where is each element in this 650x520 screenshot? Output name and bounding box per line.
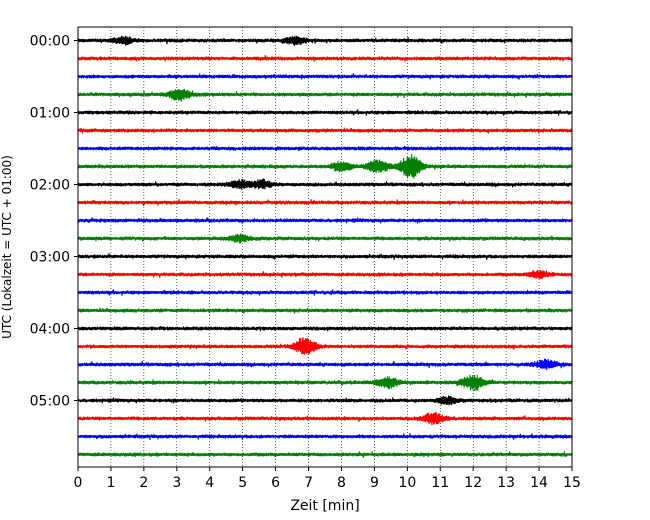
grid-lines (110, 27, 540, 467)
trace-0215 (77, 198, 573, 206)
x-axis: 0 1 2 3 4 5 6 7 8 9 10 11 12 13 14 15 (74, 467, 581, 491)
trace-0130 (77, 145, 573, 152)
plot-frame (77, 26, 573, 468)
x-tick-label: 15 (563, 475, 581, 491)
trace-0145 (77, 154, 573, 179)
trace-0345 (77, 307, 573, 314)
trace-0315 (77, 269, 573, 280)
trace-0030 (77, 73, 573, 80)
x-tick-label: 14 (530, 475, 548, 491)
x-axis-label: Zeit [min] (290, 498, 359, 514)
x-tick-label: 9 (370, 475, 379, 491)
trace-0230 (77, 217, 573, 224)
x-tick-label: 8 (337, 475, 346, 491)
x-tick-label: 5 (238, 475, 247, 491)
y-tick-label: 01:00 (30, 106, 70, 122)
trace-0000 (77, 35, 573, 47)
trace-0530 (77, 433, 573, 440)
trace-0100 (77, 109, 573, 116)
y-tick-label: 04:00 (30, 322, 70, 338)
y-tick-label: 02:00 (30, 178, 70, 194)
y-tick-label: 05:00 (30, 394, 70, 410)
trace-group (77, 35, 573, 458)
x-tick-label: 3 (172, 475, 181, 491)
x-tick-label: 2 (139, 475, 148, 491)
trace-0430 (77, 358, 573, 371)
x-tick-label: 6 (271, 475, 280, 491)
trace-0015 (77, 55, 573, 62)
plot-area-background (78, 27, 572, 467)
trace-0400 (77, 325, 573, 332)
x-tick-label: 1 (106, 475, 115, 491)
x-tick-label: 4 (205, 475, 214, 491)
trace-0515 (77, 411, 573, 426)
x-tick-label: 11 (431, 475, 449, 491)
x-tick-label: 12 (464, 475, 482, 491)
trace-0300 (77, 253, 573, 260)
y-axis-label: UTC (Lokalzeit = UTC + 01:00) (0, 155, 14, 339)
trace-0500 (77, 395, 573, 406)
trace-0200 (77, 178, 573, 190)
y-tick-label: 03:00 (30, 250, 70, 266)
trace-0415 (77, 337, 573, 355)
y-tick-label: 00:00 (30, 34, 70, 50)
trace-0330 (77, 289, 573, 296)
x-tick-label: 10 (398, 475, 416, 491)
trace-0545 (77, 451, 573, 458)
y-axis: 00:00 01:00 02:00 03:00 04:00 05:00 (30, 34, 78, 410)
trace-0045 (77, 88, 573, 102)
trace-0245 (77, 233, 573, 244)
x-tick-label: 13 (497, 475, 515, 491)
trace-0445 (77, 374, 573, 391)
trace-0115 (77, 127, 573, 134)
x-tick-label: 7 (304, 475, 313, 491)
x-tick-label: 0 (74, 475, 83, 491)
